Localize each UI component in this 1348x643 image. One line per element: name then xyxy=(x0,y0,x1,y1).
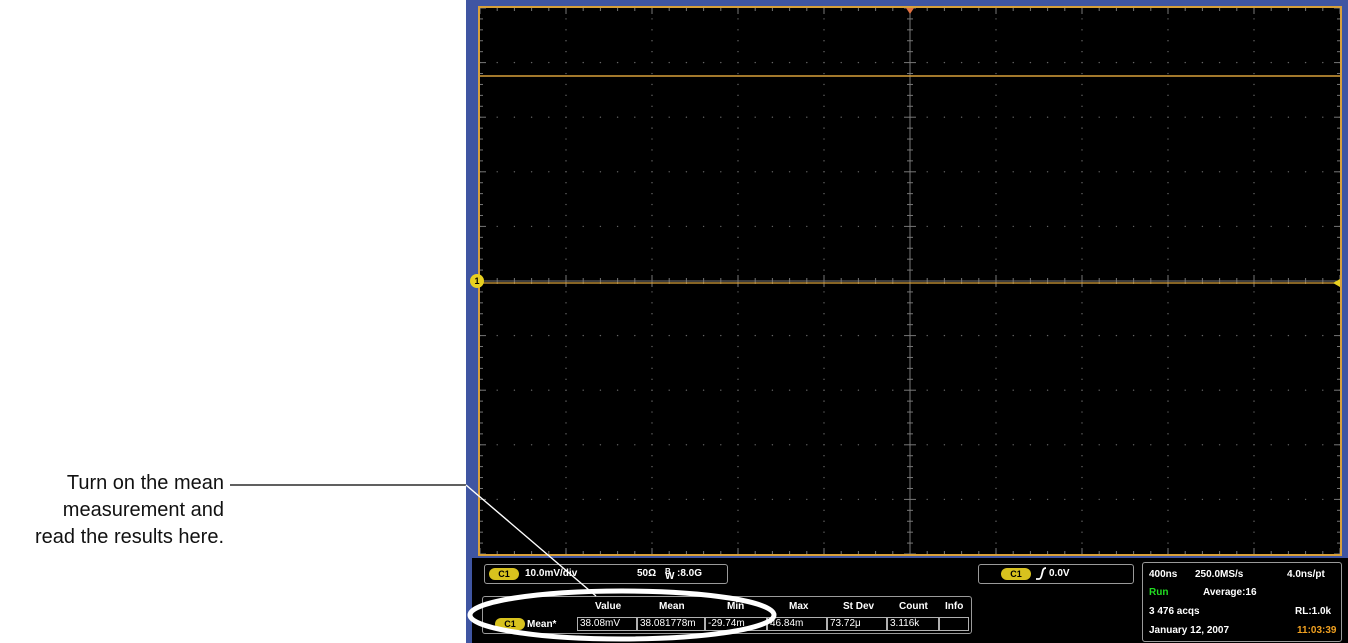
channel-badge: C1 xyxy=(489,568,519,580)
trigger-source-badge: C1 xyxy=(1001,568,1031,580)
waveform-graticule xyxy=(478,6,1342,556)
col-header-min: Min xyxy=(727,601,745,612)
bandwidth-sub: W xyxy=(665,571,675,582)
input-impedance: 50Ω xyxy=(637,568,657,579)
col-header-count: Count xyxy=(899,601,928,612)
cell-mean: 38.081778m xyxy=(637,617,705,631)
col-header-stdev: St Dev xyxy=(843,601,875,612)
vertical-readout[interactable]: C1 10.0mV/div 50Ω B W :8.0G xyxy=(484,564,728,584)
sample-rate: 250.0MS/s xyxy=(1195,569,1244,580)
col-header-info: Info xyxy=(945,601,964,612)
highlight-ellipse xyxy=(467,588,777,642)
callout-line-2: measurement and xyxy=(62,499,224,521)
graticule-svg xyxy=(480,8,1340,554)
callout-pointer-line xyxy=(465,484,597,597)
acquisition-mode: Average:16 xyxy=(1203,587,1257,598)
trigger-readout[interactable]: C1 0.0V xyxy=(978,564,1134,584)
col-header-max: Max xyxy=(789,601,809,612)
run-status[interactable]: Run xyxy=(1149,587,1169,598)
acquisition-count: 3 476 acqs xyxy=(1149,606,1200,617)
channel1-ground-marker[interactable]: 1 xyxy=(470,274,484,288)
vertical-scale: 10.0mV/div xyxy=(525,568,578,579)
time-per-div: 400ns xyxy=(1149,569,1178,580)
record-length: RL:1.0k xyxy=(1295,606,1332,617)
rising-edge-icon xyxy=(1036,567,1047,580)
acquisition-readout[interactable]: 400ns 250.0MS/s 4.0ns/pt Run Average:16 … xyxy=(1142,562,1342,642)
date: January 12, 2007 xyxy=(1149,625,1230,636)
trigger-level: 0.0V xyxy=(1049,568,1070,579)
callout-line-3: read the results here. xyxy=(35,526,224,548)
col-header-mean: Mean xyxy=(659,601,685,612)
bandwidth-value: :8.0G xyxy=(677,568,703,579)
bandwidth-label: B xyxy=(665,567,671,576)
trigger-level-marker xyxy=(1333,279,1340,287)
callout-line-1: Turn on the mean xyxy=(66,472,224,494)
trigger-position-marker xyxy=(906,8,914,14)
measurement-label: Mean* xyxy=(527,619,557,630)
cell-value: 38.08mV xyxy=(577,617,637,631)
cell-info xyxy=(939,617,969,631)
cell-stdev: 73.72μ xyxy=(827,617,887,631)
measurement-source-badge: C1 xyxy=(495,618,525,630)
cell-count: 3.116k xyxy=(887,617,939,631)
status-panel: C1 10.0mV/div 50Ω B W :8.0G C1 0.0V Valu… xyxy=(472,558,1348,643)
clock-time: 11:03:39 xyxy=(1297,625,1337,636)
callout-text: Turn on the mean measurement and read th… xyxy=(0,470,224,551)
resolution: 4.0ns/pt xyxy=(1287,569,1325,580)
col-header-value: Value xyxy=(595,601,622,612)
